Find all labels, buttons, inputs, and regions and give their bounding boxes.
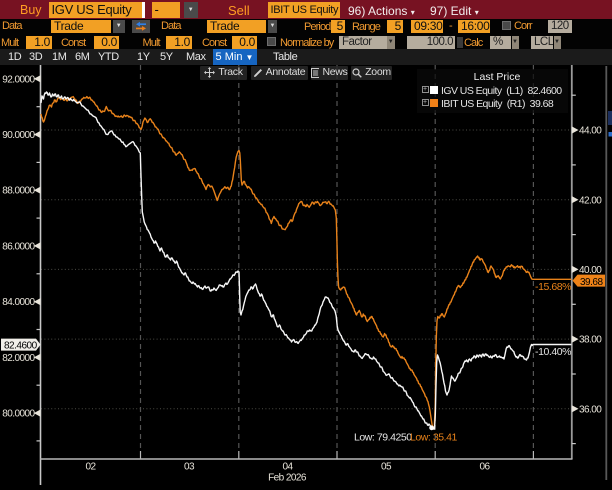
svg-text:03: 03 <box>184 462 195 473</box>
svg-text:06: 06 <box>479 462 490 473</box>
svg-text:84.0000: 84.0000 <box>2 297 35 308</box>
svg-text:82.4600: 82.4600 <box>4 340 38 351</box>
svg-text:88.0000: 88.0000 <box>2 186 35 197</box>
svg-text:86.0000: 86.0000 <box>2 241 35 252</box>
svg-text:40.00: 40.00 <box>579 265 602 276</box>
svg-text:39.68: 39.68 <box>580 277 603 288</box>
svg-text:04: 04 <box>282 462 293 473</box>
svg-text:Low: 79.4250: Low: 79.4250 <box>354 431 412 443</box>
svg-text:42.00: 42.00 <box>579 195 602 206</box>
svg-text:36.00: 36.00 <box>579 404 602 415</box>
svg-text:44.00: 44.00 <box>579 126 602 137</box>
svg-text:05: 05 <box>381 462 392 473</box>
svg-text:-10.40%: -10.40% <box>535 346 571 358</box>
svg-text:92.0000: 92.0000 <box>2 74 35 85</box>
svg-text:-15.68%: -15.68% <box>535 281 571 293</box>
svg-text:90.0000: 90.0000 <box>2 130 35 141</box>
svg-text:Feb 2026: Feb 2026 <box>268 473 307 484</box>
svg-text:80.0000: 80.0000 <box>2 409 35 420</box>
svg-text:38.00: 38.00 <box>579 335 602 346</box>
svg-text:Low: 35.41: Low: 35.41 <box>410 431 457 443</box>
svg-text:02: 02 <box>85 462 96 473</box>
svg-text:82.0000: 82.0000 <box>2 353 35 364</box>
